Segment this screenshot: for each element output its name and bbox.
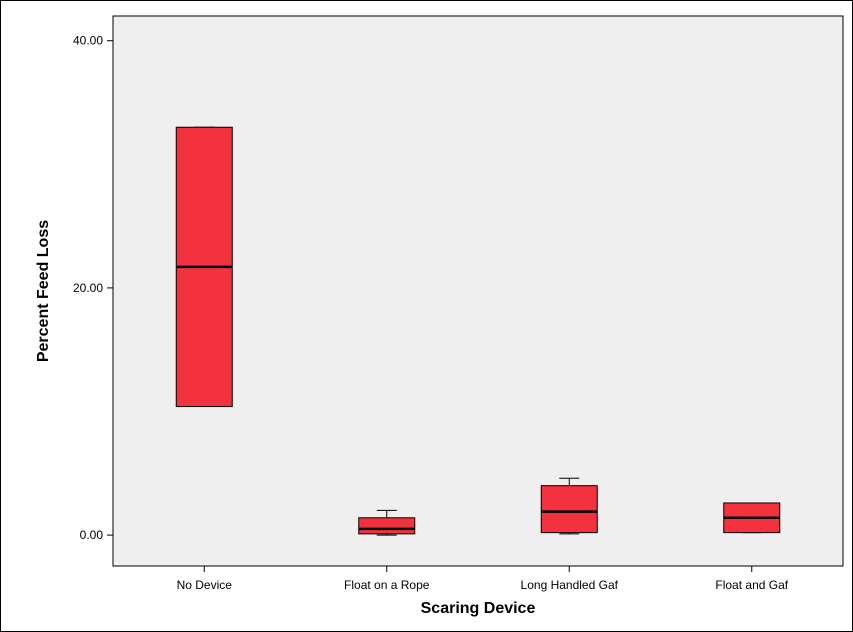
x-tick-label: No Device [177, 578, 233, 592]
box-iqr [540, 485, 598, 534]
x-tick-label: Float and Gaf [715, 578, 788, 592]
y-tick-label: 40.00 [73, 34, 103, 48]
box-series [175, 126, 781, 536]
box-group [540, 477, 598, 535]
box-group [358, 509, 416, 536]
x-axis: No Device Float on a Rope Long Handled Gaf… [177, 566, 789, 592]
y-axis: 0.00 20.00 40.00 [73, 34, 113, 542]
x-tick-label: Long Handled Gaf [521, 578, 619, 592]
box-group [723, 502, 781, 534]
box-group [175, 126, 233, 408]
x-tick-label: Float on a Rope [344, 578, 430, 592]
box-iqr [358, 517, 416, 535]
y-tick-label: 20.00 [73, 281, 103, 295]
plot-area [112, 15, 844, 567]
y-axis-title: Percent Feed Loss [35, 220, 52, 362]
y-tick-label: 0.00 [80, 528, 104, 542]
x-axis-title: Scaring Device [421, 600, 536, 617]
